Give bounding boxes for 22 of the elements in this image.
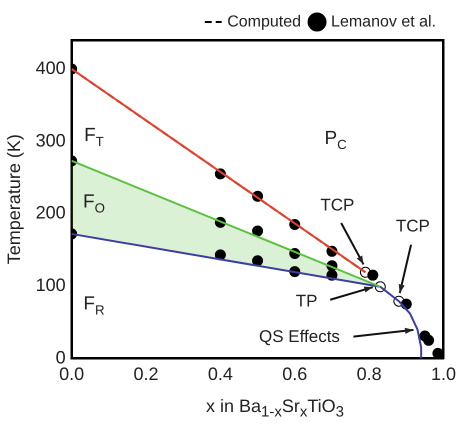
point [432,348,444,358]
y-tick-label: 400 [36,58,66,78]
point [252,226,264,237]
point [367,270,378,281]
x-tick-label: 0.4 [208,364,233,384]
legend-label: Lemanov et al. [331,13,436,30]
y-tick-label: 100 [36,275,66,296]
point [423,334,434,346]
x-tick-label: 0.2 [133,364,159,384]
annotation: TCP [396,216,430,236]
x-tick-label: 0.6 [282,364,308,384]
x-tick-label: 1.0 [430,364,456,384]
annotation: QS Effects [258,327,340,346]
y-tick-label: 200 [36,202,66,223]
legend-label: Computed [227,13,302,30]
point [252,255,264,266]
y-tick-label: 300 [36,130,66,150]
annotation: TP [296,292,318,311]
annotation: TCP [320,196,354,215]
x-tick-label: 0.8 [356,364,382,384]
y-axis-title: Temperature (K) [4,134,24,264]
x-axis-title: x in Ba$_{1-x}$Sr$_{x}$TiO$_{3}$ [204,396,346,421]
